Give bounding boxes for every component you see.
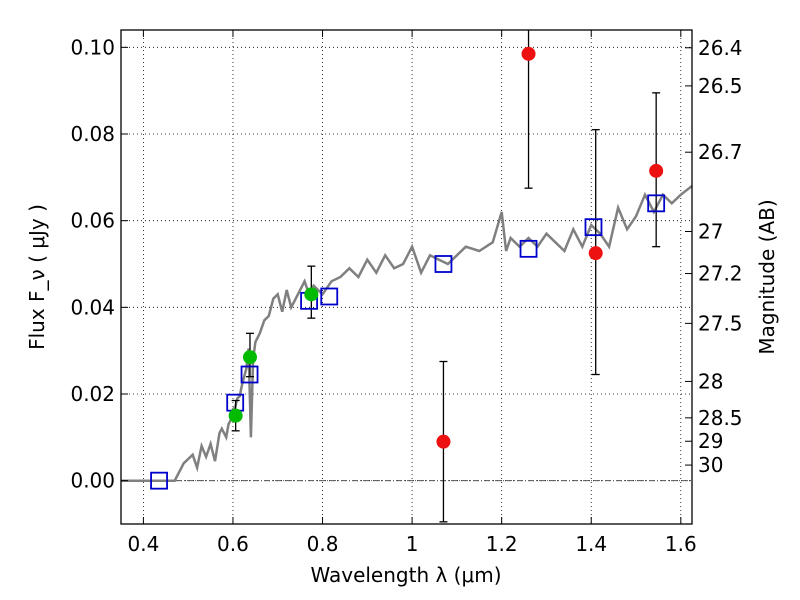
red-point [436, 434, 451, 449]
x-tick-label: 1.2 [486, 532, 518, 556]
right-axis-title: Magnitude (AB) [755, 199, 779, 354]
right-tick-label: 30 [698, 453, 723, 477]
model-square [647, 194, 666, 213]
green-point [304, 287, 319, 302]
data-points [228, 46, 664, 449]
red-point [649, 163, 664, 178]
green-point [242, 350, 257, 365]
right-tick-label: 28 [698, 369, 723, 393]
right-tick-label: 27.2 [698, 262, 743, 286]
grid-lines [121, 30, 692, 524]
green-point [228, 408, 243, 423]
x-tick-label: 1.6 [665, 532, 697, 556]
right-tick-label: 27.5 [698, 311, 743, 335]
y-tick-label: 0.02 [70, 382, 115, 406]
right-tick-label: 26.5 [698, 74, 743, 98]
y-tick-label: 0.06 [70, 209, 115, 233]
model-square [240, 365, 259, 384]
model-square [584, 218, 603, 237]
y-tick-label: 0.10 [70, 35, 115, 59]
y-tick-label: 0.08 [70, 122, 115, 146]
red-point [588, 246, 603, 261]
x-tick-label: 0.4 [127, 532, 159, 556]
right-tick-label: 28.5 [698, 406, 743, 430]
red-point [521, 46, 536, 61]
y-axis-title: Flux F_ν ( μJy ) [25, 204, 49, 350]
y-axis-ticks: 0.00 0.02 0.04 0.06 0.08 0.10 [70, 35, 128, 493]
model-square [320, 287, 339, 306]
x-tick-label: 1 [406, 532, 419, 556]
x-axis-title: Wavelength λ (μm) [310, 563, 501, 587]
model-square [519, 239, 538, 258]
x-tick-label: 0.8 [307, 532, 339, 556]
model-square [150, 471, 168, 490]
x-axis-ticks: 0.4 0.6 0.8 1 1.2 1.4 1.6 [127, 30, 697, 556]
right-tick-label: 27 [698, 220, 723, 244]
right-tick-label: 26.7 [698, 140, 743, 164]
y-tick-label: 0.04 [70, 295, 115, 319]
model-squares [150, 194, 666, 490]
plot-frame [120, 29, 693, 525]
y-tick-label: 0.00 [70, 469, 115, 493]
model-spectrum-line [121, 185, 693, 482]
right-tick-label: 26.4 [698, 36, 743, 60]
model-square [434, 255, 453, 273]
x-tick-label: 0.6 [217, 532, 249, 556]
right-tick-label: 29 [698, 429, 723, 453]
x-tick-label: 1.4 [575, 532, 607, 556]
